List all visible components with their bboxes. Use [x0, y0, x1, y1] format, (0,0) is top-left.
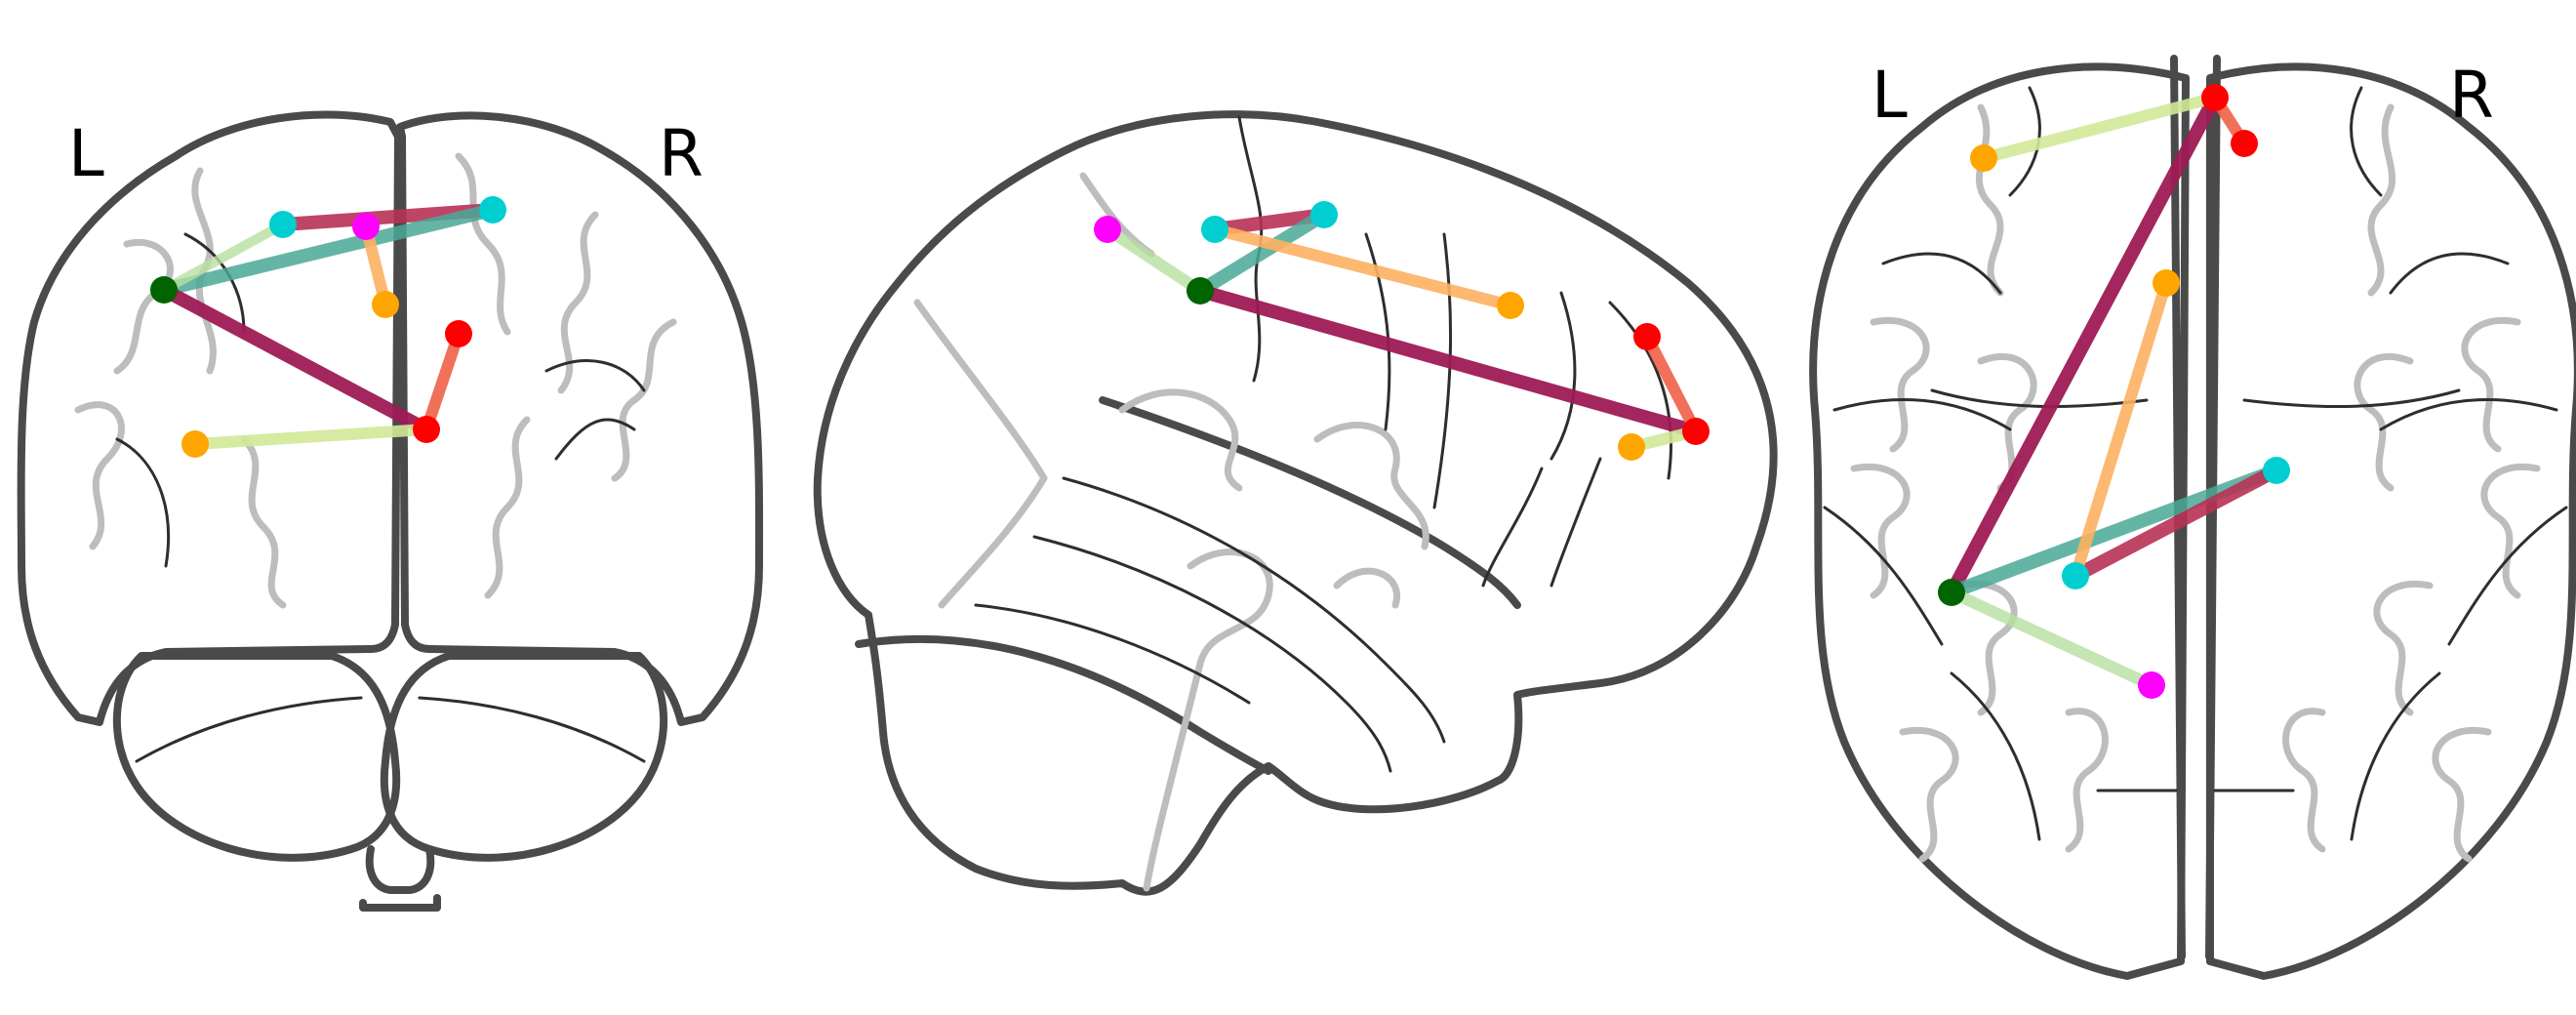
- axial-view: L R: [1809, 55, 2576, 980]
- coronal-node-cyan: [269, 211, 297, 238]
- coronal-brain-outline: [17, 110, 764, 912]
- axial-sulci: [1823, 86, 2568, 863]
- coronal-sulci: [74, 152, 677, 763]
- sagittal-connection-edge: [1198, 284, 1698, 438]
- sagittal-edges: [1104, 208, 1702, 453]
- coronal-edges: [160, 203, 495, 450]
- sagittal-node-green: [1187, 277, 1214, 304]
- axial-connection-edge: [1949, 587, 2154, 691]
- coronal-view: L R: [17, 110, 764, 912]
- coronal-connection-edge: [161, 220, 286, 295]
- sagittal-nodes: [1094, 201, 1710, 461]
- coronal-left-label: L: [68, 116, 104, 191]
- sagittal-node-cyan: [1201, 216, 1228, 243]
- axial-connection-edge: [1982, 92, 2217, 164]
- axial-node-red: [2231, 130, 2258, 157]
- coronal-right-label: R: [659, 116, 704, 191]
- axial-left-label: L: [1872, 58, 1908, 133]
- coronal-node-green: [150, 276, 178, 304]
- sagittal-node-red: [1633, 323, 1661, 350]
- coronal-nodes: [150, 196, 506, 458]
- coronal-node-orange: [372, 291, 399, 318]
- axial-connection-edge: [1945, 94, 2222, 596]
- coronal-connection-edge: [160, 283, 430, 436]
- sagittal-node-orange: [1618, 433, 1645, 461]
- axial-node-green: [1938, 579, 1965, 606]
- coronal-node-red: [413, 416, 440, 443]
- axial-node-orange: [2153, 269, 2180, 297]
- sagittal-brain-outline: [813, 110, 1778, 896]
- sagittal-view: [813, 110, 1778, 896]
- axial-edges: [1945, 92, 2280, 691]
- coronal-node-magenta: [352, 213, 380, 240]
- axial-connection-edge: [1949, 464, 2279, 599]
- axial-node-magenta: [2138, 671, 2165, 699]
- coronal-connection-edge: [194, 424, 427, 450]
- axial-connection-edge: [2070, 281, 2172, 578]
- axial-node-red: [2201, 84, 2229, 111]
- sagittal-connection-edge: [1213, 223, 1512, 311]
- coronal-connection-edge: [421, 332, 464, 431]
- axial-right-label: R: [2449, 58, 2494, 133]
- axial-connection-edge: [2072, 464, 2280, 583]
- coronal-node-red: [445, 320, 472, 347]
- sagittal-node-red: [1682, 418, 1710, 445]
- sagittal-node-magenta: [1094, 216, 1121, 243]
- sagittal-node-cyan: [1310, 201, 1338, 228]
- sagittal-connection-edge: [1214, 208, 1325, 236]
- axial-node-cyan: [2062, 562, 2089, 589]
- axial-node-cyan: [2263, 457, 2290, 484]
- sagittal-connection-edge: [1196, 209, 1328, 297]
- coronal-node-orange: [181, 430, 209, 458]
- coronal-node-cyan: [479, 196, 506, 223]
- sagittal-connection-edge: [1641, 334, 1702, 434]
- sagittal-node-orange: [1497, 292, 1524, 319]
- sagittal-connection-edge: [1104, 223, 1204, 297]
- axial-nodes: [1938, 84, 2290, 699]
- axial-node-orange: [1970, 144, 1997, 172]
- coronal-connection-edge: [162, 203, 495, 297]
